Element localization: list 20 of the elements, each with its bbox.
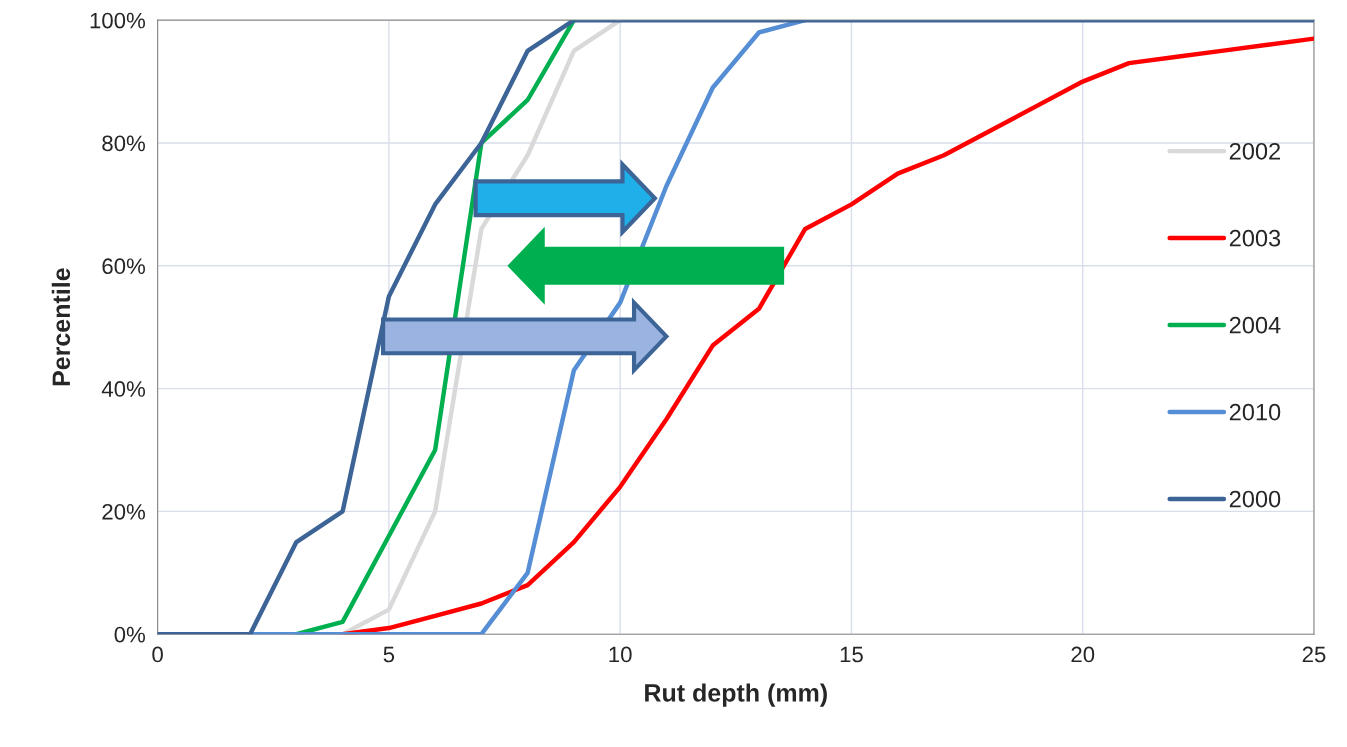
x-tick-label: 10 xyxy=(609,646,632,663)
legend-label: 2002 xyxy=(1229,142,1280,160)
x-tick-label: 5 xyxy=(383,646,395,663)
y-tick-label: 0% xyxy=(114,626,145,643)
y-tick-label: 60% xyxy=(102,258,145,275)
line-series xyxy=(157,20,1314,635)
legend-label: 2004 xyxy=(1229,316,1281,334)
x-tick-label: 15 xyxy=(840,646,863,663)
legend-label: 2003 xyxy=(1229,229,1281,247)
y-tick-label: 20% xyxy=(102,503,145,520)
x-tick-label: 20 xyxy=(1071,646,1095,663)
x-tick-label: 0 xyxy=(152,646,163,663)
legend-label: 2010 xyxy=(1229,403,1281,421)
y-tick-label: 100% xyxy=(90,12,146,29)
legend-label: 2000 xyxy=(1229,490,1281,508)
y-tick-label: 80% xyxy=(102,135,145,152)
y-tick-label: 40% xyxy=(101,381,145,397)
y-axis-title: Percentile xyxy=(51,268,71,386)
x-tick-label: 25 xyxy=(1302,646,1326,663)
x-axis-title: Rut depth (mm) xyxy=(645,683,827,707)
